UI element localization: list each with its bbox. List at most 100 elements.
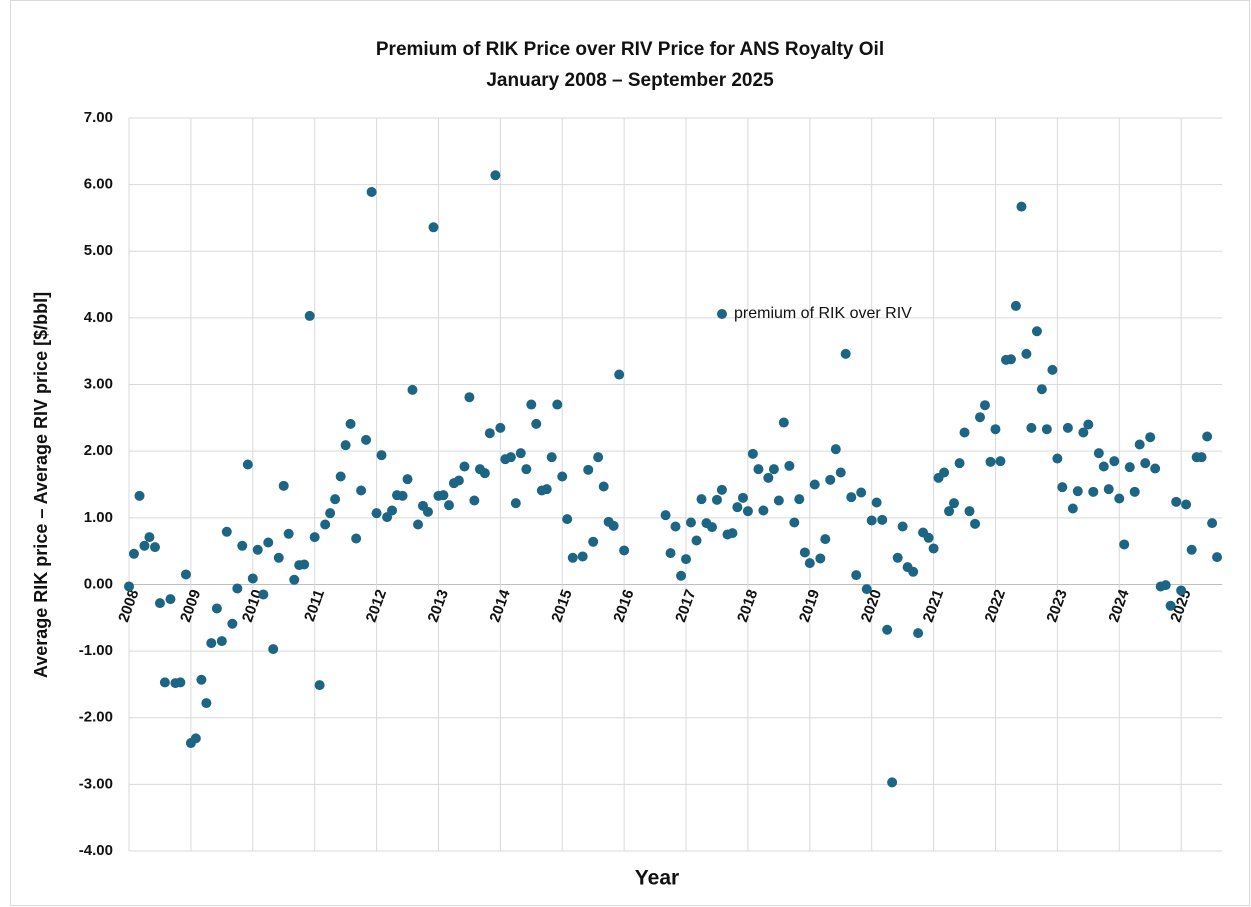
data-point bbox=[139, 540, 150, 551]
data-point bbox=[351, 533, 362, 544]
data-point bbox=[588, 536, 599, 547]
data-point bbox=[877, 514, 888, 525]
data-point bbox=[670, 521, 681, 532]
data-point bbox=[944, 506, 955, 517]
data-point bbox=[856, 487, 867, 498]
data-point bbox=[985, 456, 996, 467]
data-point bbox=[1047, 364, 1058, 375]
data-point bbox=[954, 458, 965, 469]
data-point bbox=[608, 520, 619, 531]
data-point bbox=[835, 467, 846, 478]
data-point bbox=[809, 479, 820, 490]
data-point bbox=[1093, 448, 1104, 459]
data-point bbox=[979, 400, 990, 411]
data-point bbox=[964, 506, 975, 517]
y-tick-label: 6.00 bbox=[84, 176, 113, 193]
data-point bbox=[846, 492, 857, 503]
data-point bbox=[685, 517, 696, 528]
data-point bbox=[124, 581, 134, 592]
data-point bbox=[479, 468, 490, 479]
data-point bbox=[1171, 496, 1182, 507]
data-point bbox=[154, 598, 165, 609]
data-point bbox=[784, 460, 795, 471]
data-point bbox=[897, 521, 908, 532]
data-point bbox=[665, 548, 676, 559]
data-point bbox=[825, 474, 836, 485]
data-point bbox=[768, 464, 779, 475]
data-point bbox=[1212, 552, 1223, 563]
y-tick-label: 3.00 bbox=[84, 376, 113, 393]
data-point bbox=[696, 494, 707, 505]
data-point bbox=[1114, 493, 1125, 504]
data-point bbox=[567, 552, 578, 563]
data-point bbox=[278, 480, 289, 491]
data-point bbox=[376, 450, 387, 461]
data-point bbox=[252, 544, 263, 555]
data-point bbox=[820, 534, 831, 545]
data-point bbox=[1067, 503, 1078, 514]
data-point bbox=[325, 508, 336, 519]
data-point bbox=[1202, 431, 1213, 442]
data-point bbox=[144, 532, 155, 543]
data-point bbox=[206, 638, 217, 649]
data-point bbox=[289, 574, 300, 585]
data-point bbox=[356, 485, 367, 496]
data-point bbox=[866, 515, 877, 526]
data-point bbox=[619, 545, 630, 556]
data-point bbox=[758, 505, 769, 516]
data-point bbox=[149, 542, 160, 553]
data-point bbox=[1119, 539, 1130, 550]
data-point bbox=[330, 494, 341, 505]
data-point bbox=[660, 510, 671, 521]
data-point bbox=[134, 490, 145, 501]
data-point bbox=[340, 440, 351, 451]
data-point bbox=[180, 569, 191, 580]
data-point bbox=[515, 448, 526, 459]
data-point bbox=[851, 570, 862, 581]
data-point bbox=[799, 547, 810, 558]
data-point bbox=[552, 399, 563, 410]
data-point bbox=[1103, 484, 1114, 495]
legend-label: premium of RIK over RIV bbox=[734, 305, 912, 322]
data-point bbox=[707, 522, 718, 533]
chart-title: Premium of RIK Price over RIV Price for … bbox=[376, 39, 884, 60]
data-point bbox=[1207, 518, 1218, 529]
data-point bbox=[247, 573, 258, 584]
data-point bbox=[1088, 486, 1099, 497]
data-point bbox=[949, 498, 960, 509]
y-tick-label: 1.00 bbox=[84, 509, 113, 526]
y-tick-label: 2.00 bbox=[84, 442, 113, 459]
data-point bbox=[1165, 600, 1176, 611]
data-point bbox=[1196, 452, 1207, 463]
data-point bbox=[464, 392, 475, 403]
y-axis-label: Average RIK price – Average RIV price [$… bbox=[31, 292, 51, 678]
data-point bbox=[990, 424, 1001, 435]
data-point bbox=[413, 519, 424, 530]
data-point bbox=[283, 528, 294, 539]
data-point bbox=[453, 475, 464, 486]
data-point bbox=[541, 484, 552, 495]
data-point bbox=[505, 452, 516, 463]
data-point bbox=[861, 584, 872, 595]
data-point bbox=[304, 310, 315, 321]
data-point bbox=[1124, 462, 1135, 473]
y-tick-label: -1.00 bbox=[79, 642, 113, 659]
data-point bbox=[438, 490, 449, 501]
data-point bbox=[1016, 201, 1027, 212]
data-point bbox=[598, 481, 609, 492]
data-point bbox=[681, 554, 692, 565]
data-point bbox=[1031, 326, 1042, 337]
data-point bbox=[469, 495, 480, 506]
data-point bbox=[526, 399, 537, 410]
data-point bbox=[727, 528, 738, 539]
data-point bbox=[676, 570, 687, 581]
data-point bbox=[387, 505, 398, 516]
data-point bbox=[159, 677, 170, 688]
data-point bbox=[892, 552, 903, 563]
data-point bbox=[1140, 458, 1151, 469]
data-point bbox=[443, 500, 454, 511]
data-point bbox=[402, 474, 413, 485]
data-point bbox=[335, 471, 346, 482]
data-point bbox=[366, 186, 377, 197]
data-point bbox=[1083, 419, 1094, 430]
